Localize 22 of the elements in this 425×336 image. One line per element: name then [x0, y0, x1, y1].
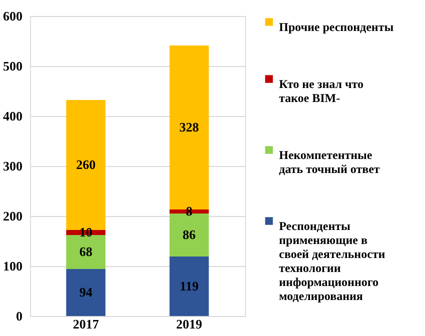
y-tick-label: 400 [3, 108, 22, 124]
legend-label: Прочие респонденты [279, 20, 394, 34]
y-tick-label: 0 [16, 308, 22, 324]
data-label: 328 [179, 120, 200, 134]
y-tick-label: 500 [3, 58, 22, 74]
data-label: 94 [79, 284, 93, 300]
data-label: 68 [79, 244, 93, 259]
y-tick-label: 300 [3, 158, 22, 174]
y-tick-label: 100 [3, 258, 22, 274]
x-tick-label: 2017 [72, 316, 100, 332]
data-label: 86 [182, 227, 196, 242]
bar [66, 235, 106, 269]
data-label: 119 [180, 278, 200, 294]
x-tick-label: 2019 [176, 316, 203, 332]
legend-label: Респонденты применяющие в своей деятельности технологии информационного моделирования [279, 219, 386, 303]
legend-label: Некомпетентные дать точный ответ [279, 148, 380, 176]
bar [170, 256, 209, 316]
y-tick-label: 600 [3, 8, 22, 24]
legend-label: Кто не знал что такое BIM- [279, 77, 364, 105]
data-label: 260 [76, 157, 96, 172]
bar [66, 269, 106, 316]
y-tick-label: 200 [3, 208, 22, 224]
